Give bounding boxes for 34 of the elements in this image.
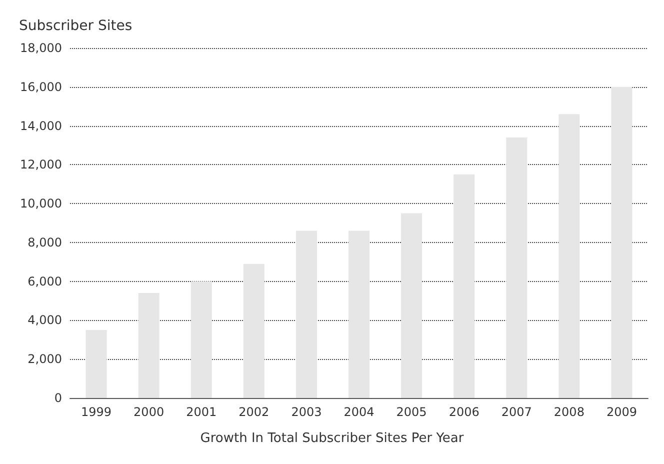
- bar: [190, 281, 212, 398]
- x-tick-label: 1999: [81, 405, 112, 419]
- bar: [611, 86, 632, 398]
- bar: [401, 213, 422, 398]
- bar: [506, 137, 528, 398]
- y-axis-title: Subscriber Sites: [19, 18, 132, 34]
- y-tick-label: 14,000: [20, 118, 62, 133]
- x-tick-label: 2006: [448, 405, 480, 419]
- x-tick-label: 2005: [396, 405, 427, 419]
- x-tick-label: 2008: [554, 405, 584, 419]
- x-tick-label: 2002: [238, 405, 270, 419]
- x-tick-label: 2001: [186, 405, 217, 419]
- bar: [86, 330, 107, 398]
- x-tick-label: 2007: [501, 405, 532, 419]
- y-tick-label: 12,000: [20, 158, 62, 172]
- y-tick-label: 4,000: [28, 313, 62, 328]
- bar: [454, 174, 475, 398]
- x-tick-label: 2009: [606, 405, 637, 419]
- y-tick-label: 2,000: [28, 352, 62, 366]
- y-tick-label: 16,000: [20, 80, 62, 94]
- bar: [348, 230, 370, 398]
- bar: [558, 114, 580, 398]
- y-tick-label: 18,000: [20, 41, 62, 55]
- x-tick-label: 2003: [291, 405, 322, 419]
- bar: [243, 264, 264, 398]
- x-axis-title: Growth In Total Subscriber Sites Per Year: [200, 431, 464, 446]
- x-tick-label: 2000: [134, 405, 164, 419]
- y-tick-label: 10,000: [20, 196, 62, 211]
- y-tick-label: 8,000: [28, 235, 62, 250]
- bar: [296, 230, 317, 398]
- bar: [138, 293, 160, 398]
- y-tick-label: 6,000: [28, 274, 62, 288]
- x-tick-label: 2004: [344, 405, 374, 419]
- y-tick-label: 0: [54, 391, 62, 405]
